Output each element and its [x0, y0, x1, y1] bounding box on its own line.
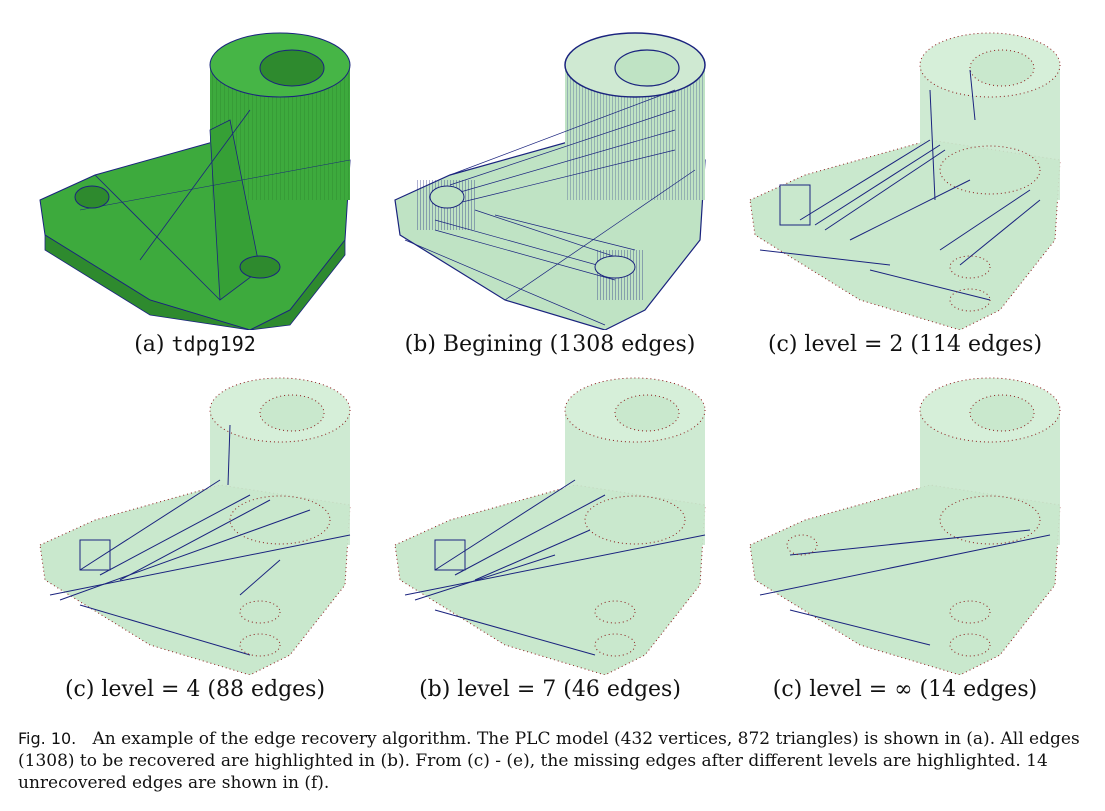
label-main: 46: [571, 677, 600, 702]
subfigure-label-level-infinity: (c) level = ∞ (14 edges): [730, 677, 1080, 702]
label-suffix: edges): [960, 332, 1043, 357]
subfigure-label-b: (b) Begining (1308 edges): [375, 332, 725, 357]
subfigure-label-level-7: (b) level = 7 (46 edges): [375, 677, 725, 702]
model-render-level-2: [749, 32, 1061, 330]
label-main: 1308: [558, 332, 615, 357]
subfigure-label-a: (a) tdpg192: [20, 332, 370, 357]
label-prefix: (b) Begining (: [404, 332, 559, 357]
figure-caption: Fig. 10. An example of the edge recovery…: [18, 728, 1088, 794]
label-main: 114: [918, 332, 961, 357]
label-prefix: (c) level = 4 (: [64, 677, 216, 702]
label-main: tdpg192: [171, 332, 256, 356]
panel-a: (a) tdpg192: [20, 10, 370, 357]
label-prefix: (b) level = 7 (: [419, 677, 572, 702]
subfigure-label-level-4: (c) level = 4 (88 edges): [20, 677, 370, 702]
label-prefix: (a): [134, 332, 172, 357]
caption-text: An example of the edge recovery algorith…: [18, 729, 1080, 793]
panel-c-level-infinity: (c) level = ∞ (14 edges): [730, 355, 1080, 702]
label-prefix: (c) level = ∞ (: [772, 677, 929, 702]
subfigure-label-c-level-2: (c) level = 2 (114 edges): [730, 332, 1080, 357]
label-prefix: (c) level = 2 (: [767, 332, 919, 357]
label-suffix: edges): [243, 677, 326, 702]
model-render-level-4: [39, 377, 351, 675]
label-suffix: edges): [614, 332, 696, 357]
label-suffix: edges): [956, 677, 1038, 702]
label-main: 88: [215, 677, 244, 702]
model-render-mesh: [394, 32, 706, 330]
panel-b: (b) Begining (1308 edges): [375, 10, 725, 357]
model-render-solid: [39, 32, 351, 330]
figure-grid: (a) tdpg192: [20, 10, 1090, 702]
panel-b-level-7: (b) level = 7 (46 edges): [375, 355, 725, 702]
model-render-level-7: [394, 377, 706, 675]
label-suffix: edges): [599, 677, 681, 702]
panel-c-level-4: (c) level = 4 (88 edges): [20, 355, 370, 702]
panel-c-level-2: (c) level = 2 (114 edges): [730, 10, 1080, 357]
model-render-level-infinity: [749, 377, 1061, 675]
figure-number: Fig. 10.: [18, 729, 77, 748]
label-main: 14: [928, 677, 957, 702]
